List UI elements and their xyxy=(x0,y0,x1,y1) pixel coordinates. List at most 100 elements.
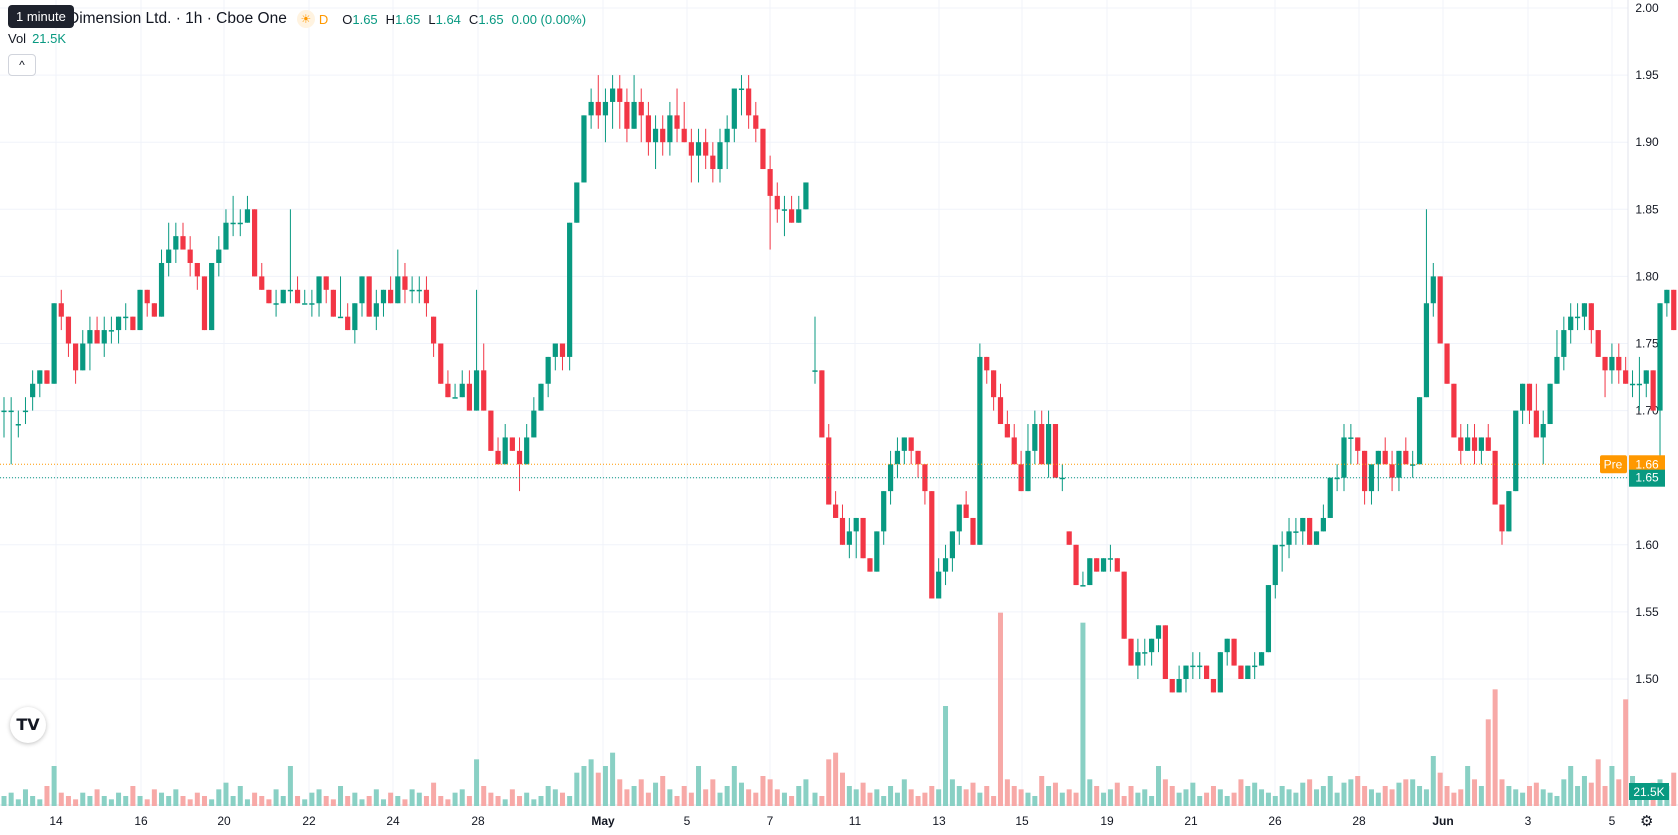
candle-body xyxy=(1629,383,1636,386)
volume-tag-label: 21.5K xyxy=(1633,785,1664,799)
volume-bar xyxy=(1197,796,1203,806)
candle-body xyxy=(416,289,422,292)
volume-bar xyxy=(781,792,787,806)
candle-body xyxy=(789,209,795,223)
volume-bar xyxy=(44,786,50,806)
candle-body xyxy=(724,128,730,143)
settings-gear-icon[interactable]: ⚙ xyxy=(1640,813,1654,830)
candle-body xyxy=(151,303,157,317)
volume-bar xyxy=(1368,789,1374,806)
volume-bar xyxy=(223,782,229,806)
volume-bar xyxy=(481,786,487,806)
volume-bar xyxy=(58,792,64,806)
candle-body xyxy=(796,209,802,223)
candle-body xyxy=(1100,558,1107,572)
volume-bar xyxy=(37,799,43,806)
candle-body xyxy=(8,410,14,413)
candle-body xyxy=(1114,558,1120,572)
candle-body xyxy=(481,370,487,411)
volume-bar xyxy=(984,786,990,806)
candle-body xyxy=(1375,450,1381,465)
x-tick-label: 24 xyxy=(386,814,400,828)
candle-body xyxy=(667,115,673,143)
volume-bar xyxy=(266,799,272,806)
volume-bar xyxy=(524,792,530,806)
volume-bar xyxy=(1272,796,1278,806)
volume-tag-bg xyxy=(1629,783,1669,800)
volume-bar xyxy=(581,766,587,806)
volume-bar xyxy=(1032,796,1038,806)
x-tick-label: 7 xyxy=(767,814,774,828)
candle-body xyxy=(977,356,983,545)
candle-body xyxy=(1279,544,1285,547)
candle-body xyxy=(509,437,515,451)
candle-body xyxy=(166,249,172,263)
volume-bar xyxy=(1430,756,1436,806)
candle-body xyxy=(44,370,50,384)
candle-body xyxy=(588,101,594,116)
volume-bar xyxy=(1210,786,1216,806)
candle-body xyxy=(423,289,430,304)
volume-bar xyxy=(688,792,694,806)
candle-body xyxy=(1313,531,1320,545)
candle-body xyxy=(963,504,969,518)
volume-bar xyxy=(452,792,458,806)
volume-bar xyxy=(438,796,444,806)
volume-bar xyxy=(977,792,983,806)
tradingview-logo-icon[interactable]: TV xyxy=(10,707,46,743)
candle-body xyxy=(380,289,387,304)
candle-body xyxy=(15,424,21,426)
candle-body xyxy=(1568,316,1574,331)
volume-bar xyxy=(15,799,21,806)
candle-body xyxy=(1334,477,1340,480)
volume-bar xyxy=(1238,779,1244,806)
volume-value: 21.5K xyxy=(32,31,67,46)
candle-body xyxy=(688,142,694,156)
candle-body xyxy=(524,437,530,465)
candle-body xyxy=(58,303,64,317)
x-tick-label: 11 xyxy=(849,814,862,828)
volume-bar xyxy=(1142,789,1148,806)
volume-bar xyxy=(1135,792,1141,806)
candle-body xyxy=(887,464,894,492)
candle-body xyxy=(695,142,702,156)
volume-bar xyxy=(963,789,969,806)
candle-body xyxy=(287,289,293,292)
candle-body xyxy=(1355,437,1361,451)
volume-bar xyxy=(1623,699,1629,806)
volume-bar xyxy=(1526,786,1532,806)
candle-body xyxy=(1526,383,1533,411)
candle-body xyxy=(949,531,955,559)
volume-bar xyxy=(1506,786,1512,806)
candle-body xyxy=(774,195,780,210)
candle-body xyxy=(538,383,544,411)
volume-bar xyxy=(1492,689,1498,806)
candle-body xyxy=(1650,370,1656,411)
volume-bar xyxy=(216,789,222,806)
candle-body xyxy=(438,343,444,384)
y-tick-label: 2.00 xyxy=(1635,1,1659,15)
volume-bar xyxy=(997,612,1003,806)
volume-bar xyxy=(309,792,315,806)
symbol-title[interactable]: Dimension Ltd. · 1h · Cboe One xyxy=(68,10,287,27)
candle-body xyxy=(760,128,766,170)
candle-body xyxy=(731,88,737,129)
volume-bar xyxy=(1286,789,1292,806)
candle-body xyxy=(936,571,942,599)
candle-body xyxy=(1520,383,1526,411)
volume-bar xyxy=(1156,766,1161,806)
candle-body xyxy=(624,101,630,129)
volume-bar xyxy=(1616,779,1622,806)
volume-bar xyxy=(388,792,394,806)
candle-body xyxy=(1052,424,1059,478)
candle-body xyxy=(1320,517,1326,532)
volume-bar xyxy=(874,789,880,806)
volume-bar xyxy=(1128,786,1134,806)
candle-body xyxy=(223,222,229,250)
volume-bar xyxy=(1362,786,1368,806)
volume-bar xyxy=(1540,789,1546,806)
candle-body xyxy=(1155,625,1162,639)
candle-body xyxy=(1664,289,1670,304)
collapse-legend-button[interactable]: ^ xyxy=(8,54,36,76)
